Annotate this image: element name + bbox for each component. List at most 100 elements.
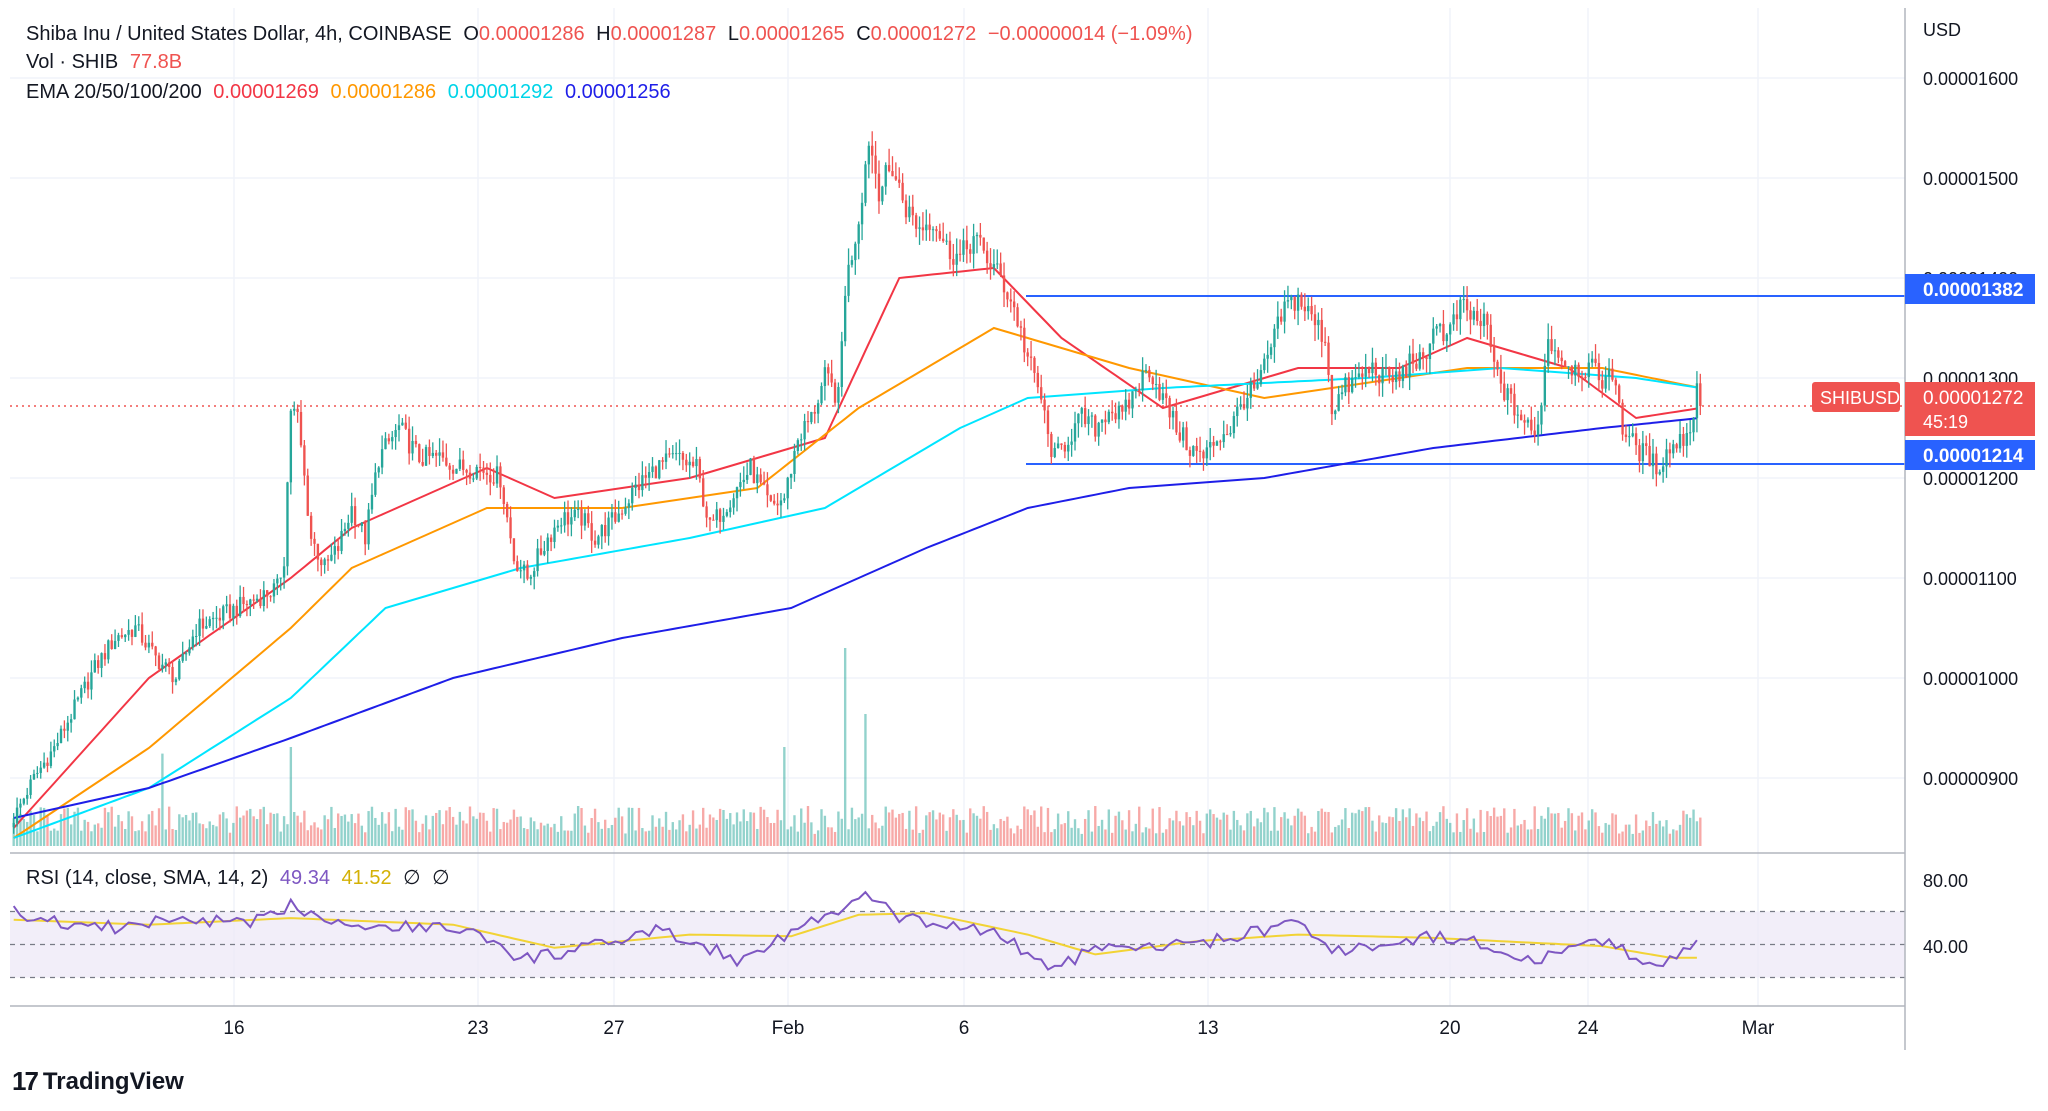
candlestick[interactable] xyxy=(732,493,735,515)
candlestick[interactable] xyxy=(918,216,921,245)
candlestick[interactable] xyxy=(1479,308,1482,340)
candlestick[interactable] xyxy=(1104,410,1107,435)
candlestick[interactable] xyxy=(1063,441,1067,459)
candlestick[interactable] xyxy=(19,798,22,817)
candlestick[interactable] xyxy=(1421,347,1425,370)
candlestick[interactable] xyxy=(309,512,313,546)
candlestick[interactable] xyxy=(813,405,816,424)
candlestick[interactable] xyxy=(1023,318,1026,363)
candlestick[interactable] xyxy=(137,616,140,631)
candlestick[interactable] xyxy=(1553,339,1557,366)
candlestick[interactable] xyxy=(465,468,468,486)
candlestick[interactable] xyxy=(485,463,489,485)
candlestick[interactable] xyxy=(1344,373,1347,397)
candlestick[interactable] xyxy=(1621,399,1624,441)
candlestick[interactable] xyxy=(211,611,215,631)
candlestick[interactable] xyxy=(1029,340,1033,371)
candlestick[interactable] xyxy=(1661,457,1665,483)
candlestick[interactable] xyxy=(1033,356,1036,383)
candlestick[interactable] xyxy=(898,167,901,188)
candlestick[interactable] xyxy=(100,652,103,678)
candlestick[interactable] xyxy=(343,522,347,536)
candlestick[interactable] xyxy=(350,492,353,527)
candlestick[interactable] xyxy=(22,797,26,806)
candlestick[interactable] xyxy=(340,519,343,555)
candlestick[interactable] xyxy=(573,500,576,521)
candlestick[interactable] xyxy=(242,586,245,613)
candlestick[interactable] xyxy=(901,173,904,204)
candlestick[interactable] xyxy=(1107,409,1110,425)
candlestick[interactable] xyxy=(1209,427,1212,461)
candlestick[interactable] xyxy=(1067,436,1070,462)
candlestick[interactable] xyxy=(482,460,485,480)
candlestick[interactable] xyxy=(789,473,793,489)
candlestick[interactable] xyxy=(272,579,276,604)
candlestick[interactable] xyxy=(1083,396,1087,428)
candlestick[interactable] xyxy=(509,506,512,544)
candlestick[interactable] xyxy=(1394,358,1398,390)
candlestick[interactable] xyxy=(1587,353,1590,388)
candlestick[interactable] xyxy=(1462,286,1465,313)
candlestick[interactable] xyxy=(1215,440,1219,446)
candlestick[interactable] xyxy=(1523,414,1526,435)
candlestick[interactable] xyxy=(1337,385,1340,412)
candlestick[interactable] xyxy=(259,589,262,609)
candlestick[interactable] xyxy=(999,252,1002,278)
candlestick[interactable] xyxy=(333,536,336,564)
candlestick[interactable] xyxy=(69,713,73,733)
candlestick[interactable] xyxy=(1151,375,1154,391)
candlestick[interactable] xyxy=(1286,285,1290,309)
candlestick[interactable] xyxy=(1273,324,1276,363)
candlestick[interactable] xyxy=(742,466,745,490)
candlestick[interactable] xyxy=(942,222,945,243)
candlestick[interactable] xyxy=(1134,386,1138,399)
candlestick[interactable] xyxy=(1266,340,1269,373)
candlestick[interactable] xyxy=(1334,409,1337,420)
candlestick[interactable] xyxy=(864,160,867,207)
candlestick[interactable] xyxy=(1638,438,1641,473)
candlestick[interactable] xyxy=(218,608,222,631)
candlestick[interactable] xyxy=(1330,374,1334,426)
candlestick[interactable] xyxy=(1121,404,1124,420)
candlestick[interactable] xyxy=(424,444,428,466)
candlestick[interactable] xyxy=(556,519,560,532)
candlestick[interactable] xyxy=(1645,435,1648,456)
candlestick[interactable] xyxy=(1053,442,1056,459)
candlestick[interactable] xyxy=(641,461,644,497)
candlestick[interactable] xyxy=(1655,446,1658,487)
candlestick[interactable] xyxy=(914,212,918,238)
candlestick[interactable] xyxy=(1449,322,1452,346)
candlestick[interactable] xyxy=(245,600,249,617)
candlestick[interactable] xyxy=(1401,364,1405,389)
candlestick[interactable] xyxy=(188,639,191,656)
candlestick[interactable] xyxy=(370,483,374,514)
candlestick[interactable] xyxy=(634,475,637,496)
candlestick[interactable] xyxy=(76,696,80,702)
candlestick[interactable] xyxy=(969,243,972,263)
candlesticks[interactable] xyxy=(12,131,1702,834)
symbol-title[interactable]: Shiba Inu / United States Dollar, 4h, CO… xyxy=(26,23,452,45)
candlestick[interactable] xyxy=(580,500,583,540)
candlestick[interactable] xyxy=(908,195,911,222)
candlestick[interactable] xyxy=(1634,427,1638,455)
candlestick[interactable] xyxy=(1087,409,1090,436)
candlestick[interactable] xyxy=(1651,438,1655,480)
candlestick[interactable] xyxy=(235,599,238,625)
candlestick[interactable] xyxy=(843,285,847,347)
candlestick[interactable] xyxy=(644,466,647,489)
candlestick[interactable] xyxy=(803,413,806,451)
candlestick[interactable] xyxy=(238,585,242,618)
candlestick[interactable] xyxy=(458,447,462,472)
candlestick[interactable] xyxy=(979,222,982,246)
candlestick[interactable] xyxy=(1415,353,1418,372)
candlestick[interactable] xyxy=(1536,410,1540,446)
candlestick[interactable] xyxy=(1374,357,1378,386)
candlestick[interactable] xyxy=(103,644,107,666)
candlestick[interactable] xyxy=(1601,370,1604,398)
candlestick[interactable] xyxy=(387,433,391,445)
candlestick[interactable] xyxy=(1185,421,1188,451)
candlestick[interactable] xyxy=(739,472,742,497)
candlestick[interactable] xyxy=(516,555,519,572)
candlestick[interactable] xyxy=(431,442,434,459)
candlestick[interactable] xyxy=(806,411,810,433)
